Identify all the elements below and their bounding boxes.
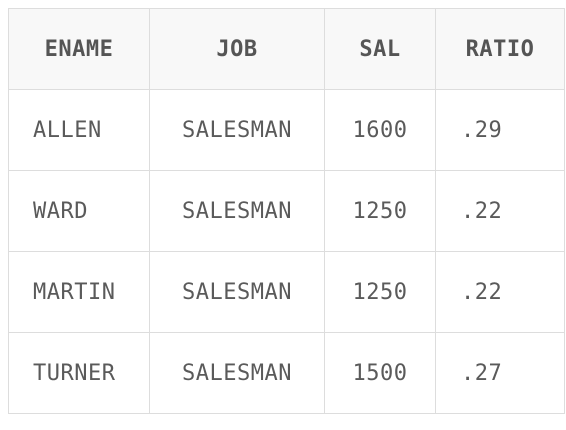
column-header-ename: ENAME	[8, 8, 150, 90]
table-row: WARD SALESMAN 1250 .22	[8, 170, 565, 252]
result-table: ENAME JOB SAL RATIO ALLEN SALESMAN 1600 …	[8, 8, 565, 414]
column-header-job: JOB	[149, 8, 325, 90]
column-header-sal: SAL	[324, 8, 436, 90]
cell-job: SALESMAN	[149, 89, 325, 171]
table-row: TURNER SALESMAN 1500 .27	[8, 332, 565, 414]
cell-job: SALESMAN	[149, 251, 325, 333]
cell-ratio: .22	[435, 170, 565, 252]
cell-ratio: .27	[435, 332, 565, 414]
table-header: ENAME JOB SAL RATIO	[8, 8, 565, 90]
cell-ename: ALLEN	[8, 89, 150, 171]
cell-sal: 1500	[324, 332, 436, 414]
cell-ratio: .29	[435, 89, 565, 171]
table-row: MARTIN SALESMAN 1250 .22	[8, 251, 565, 333]
cell-ename: TURNER	[8, 332, 150, 414]
cell-ename: MARTIN	[8, 251, 150, 333]
cell-job: SALESMAN	[149, 170, 325, 252]
cell-ratio: .22	[435, 251, 565, 333]
header-row: ENAME JOB SAL RATIO	[8, 8, 565, 90]
cell-job: SALESMAN	[149, 332, 325, 414]
table-body: ALLEN SALESMAN 1600 .29 WARD SALESMAN 12…	[8, 89, 565, 414]
cell-ename: WARD	[8, 170, 150, 252]
cell-sal: 1600	[324, 89, 436, 171]
column-header-ratio: RATIO	[435, 8, 565, 90]
table-row: ALLEN SALESMAN 1600 .29	[8, 89, 565, 171]
cell-sal: 1250	[324, 251, 436, 333]
cell-sal: 1250	[324, 170, 436, 252]
